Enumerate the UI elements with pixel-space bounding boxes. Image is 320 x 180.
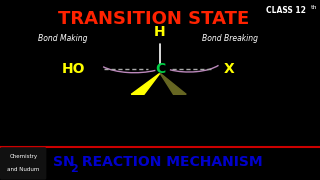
Polygon shape: [131, 73, 160, 94]
Text: X: X: [223, 62, 234, 76]
FancyBboxPatch shape: [0, 147, 46, 180]
Text: Bond Making: Bond Making: [38, 34, 88, 43]
Text: CLASS 12: CLASS 12: [266, 6, 306, 15]
Polygon shape: [160, 73, 186, 94]
Text: and Nudum: and Nudum: [7, 167, 40, 172]
Text: HO: HO: [61, 62, 85, 76]
Text: th: th: [310, 5, 317, 10]
Text: C: C: [155, 62, 165, 76]
Text: Bond Breaking: Bond Breaking: [202, 34, 258, 43]
Text: Chemistry: Chemistry: [9, 154, 37, 159]
Text: SN: SN: [53, 155, 75, 169]
Text: REACTION MECHANISM: REACTION MECHANISM: [77, 155, 262, 169]
Text: TRANSITION STATE: TRANSITION STATE: [58, 10, 249, 28]
Text: H: H: [154, 25, 166, 39]
Text: 2: 2: [70, 164, 78, 174]
